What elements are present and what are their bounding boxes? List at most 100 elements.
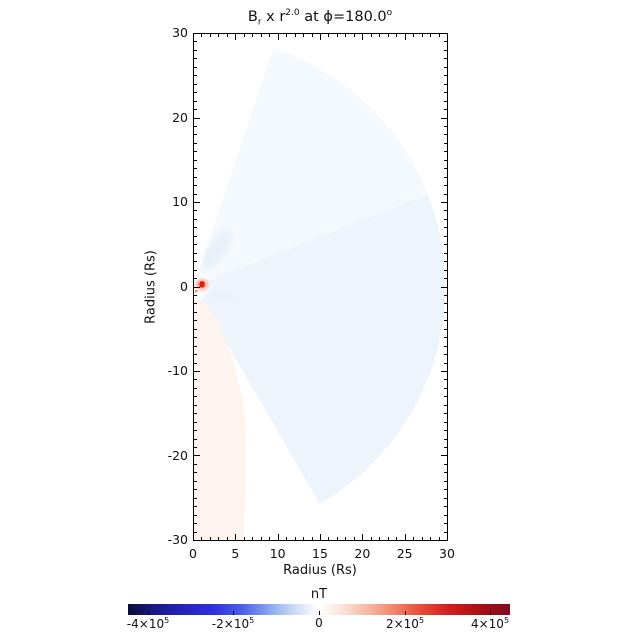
- y-tick-right: [444, 472, 447, 473]
- y-tick-right: [444, 532, 447, 533]
- y-tick-right: [444, 126, 447, 127]
- colorbar-label-exp: 5: [503, 616, 510, 625]
- y-tick-left: [194, 439, 197, 440]
- y-tick-left: [194, 303, 197, 304]
- y-tick-left: [194, 143, 197, 144]
- x-tick-bottom: [337, 537, 338, 540]
- y-tick-right: [444, 337, 447, 338]
- x-tick-bottom: [345, 537, 346, 540]
- y-tick-right: [441, 371, 447, 372]
- y-tick-right: [441, 202, 447, 203]
- y-tick-left: [194, 270, 197, 271]
- source-spot-core: [200, 281, 204, 287]
- y-tick-right: [444, 84, 447, 85]
- x-tick-bottom: [278, 534, 279, 540]
- y-tick-right: [444, 464, 447, 465]
- y-tick-left: [194, 447, 197, 448]
- x-tick-bottom: [227, 537, 228, 540]
- x-tick-bottom: [193, 534, 194, 540]
- y-tick-right: [444, 278, 447, 279]
- y-tick-right: [444, 320, 447, 321]
- x-tick-bottom: [201, 537, 202, 540]
- y-tick-left: [194, 236, 197, 237]
- x-tick-label: 15: [312, 546, 328, 561]
- y-tick-label: 0: [180, 278, 188, 294]
- y-tick-right: [444, 168, 447, 169]
- y-tick-left: [194, 278, 197, 279]
- y-tick-right: [444, 194, 447, 195]
- y-tick-left: [194, 405, 197, 406]
- x-tick-top: [244, 34, 245, 37]
- x-tick-label: 10: [269, 546, 286, 561]
- x-tick-top: [328, 34, 329, 37]
- y-tick-right: [441, 33, 447, 34]
- y-tick-left: [194, 396, 197, 397]
- y-tick-right: [444, 236, 447, 237]
- source-speck: [195, 290, 198, 293]
- colorbar-title: nT: [310, 587, 328, 602]
- colorbar-label-base: 2×10: [385, 617, 419, 631]
- y-tick-left: [194, 67, 197, 68]
- y-tick-right: [444, 447, 447, 448]
- y-tick-left: [194, 464, 197, 465]
- x-tick-top: [405, 34, 406, 40]
- colorbar-tick: [233, 611, 234, 615]
- y-tick-left: [194, 346, 197, 347]
- x-tick-bottom: [422, 537, 423, 540]
- x-tick-label: 0: [189, 546, 197, 561]
- y-tick-left: [194, 134, 197, 135]
- colorbar-tick: [148, 611, 149, 615]
- x-tick-top: [252, 34, 253, 37]
- y-tick-right: [444, 329, 447, 330]
- y-tick-left: [194, 489, 197, 490]
- x-tick-label: 30: [439, 546, 455, 561]
- y-tick-right: [444, 396, 447, 397]
- y-tick-right: [444, 506, 447, 507]
- colorbar-label-exp: 5: [164, 616, 170, 625]
- x-tick-top: [269, 34, 270, 37]
- x-tick-bottom: [388, 537, 389, 540]
- y-tick-right: [444, 101, 447, 102]
- y-tick-right: [444, 498, 447, 499]
- y-tick-right: [444, 354, 447, 355]
- title-r-exp: 2.0: [285, 8, 300, 18]
- x-tick-top: [345, 34, 346, 37]
- y-tick-left: [194, 202, 200, 203]
- x-tick-top: [362, 34, 363, 40]
- title-b-sub: r: [257, 17, 262, 28]
- streamer-blob-equator: [204, 288, 238, 303]
- x-tick-top: [193, 34, 194, 40]
- y-tick-left: [194, 523, 197, 524]
- y-tick-right: [444, 143, 447, 144]
- y-tick-left: [194, 295, 197, 296]
- x-tick-top: [337, 34, 338, 37]
- y-tick-left: [194, 540, 200, 541]
- colorbar-tick-label: -2×105: [212, 616, 254, 631]
- x-tick-label: 25: [396, 546, 413, 561]
- y-tick-left: [194, 118, 200, 119]
- y-tick-right: [444, 489, 447, 490]
- plot-frame-right: [447, 33, 448, 541]
- x-tick-top: [430, 34, 431, 37]
- y-tick-right: [444, 430, 447, 431]
- y-tick-left: [194, 194, 197, 195]
- positive-polar-band: [194, 295, 247, 540]
- x-tick-bottom: [303, 537, 304, 540]
- y-tick-label: -20: [167, 447, 188, 463]
- x-tick-top: [379, 34, 380, 37]
- x-tick-top: [439, 34, 440, 37]
- y-tick-right: [444, 413, 447, 414]
- y-tick-left: [194, 185, 197, 186]
- y-tick-right: [444, 270, 447, 271]
- x-tick-bottom: [328, 537, 329, 540]
- x-tick-bottom: [244, 537, 245, 540]
- y-tick-right: [444, 50, 447, 51]
- y-tick-left: [194, 379, 197, 380]
- x-tick-bottom: [413, 537, 414, 540]
- y-tick-right: [444, 185, 447, 186]
- colorbar-tick-label: 0: [315, 616, 323, 630]
- y-tick-right: [444, 41, 447, 42]
- x-tick-top: [312, 34, 313, 37]
- x-tick-top: [371, 34, 372, 37]
